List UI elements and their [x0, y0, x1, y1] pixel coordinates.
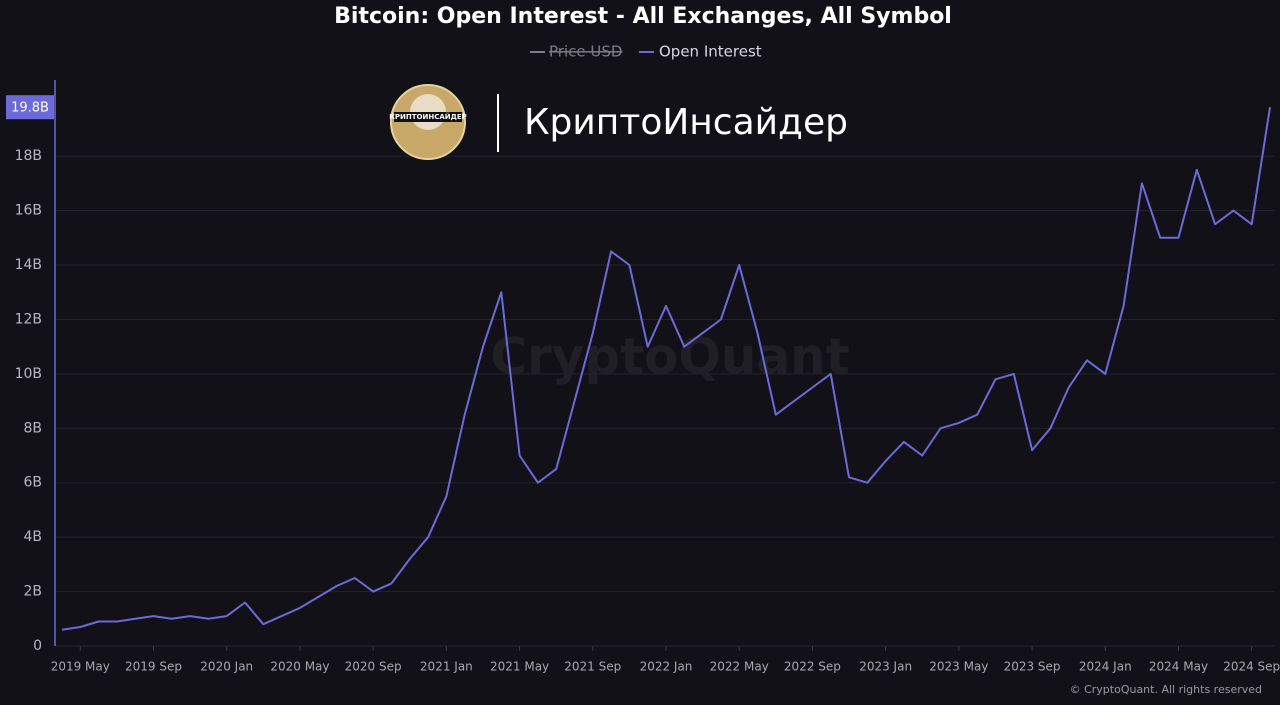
x-tick-label: 2022 May	[710, 660, 769, 674]
x-tick-label: 2024 Sep	[1223, 660, 1280, 674]
current-value-label: 19.8B	[11, 101, 49, 116]
y-tick-label: 8B	[23, 420, 42, 436]
background-watermark: CryptoQuant	[490, 328, 849, 386]
y-tick-label: 10B	[15, 366, 42, 382]
plot-area: 0 2B 4B 6B 8B 10B 12B 14B 16B 18B 2019 May 2019 Sep…	[6, 80, 1280, 674]
brand-watermark: КРИПТОИНСАЙДЕР КриптоИнсайдер	[389, 84, 848, 160]
x-tick-label: 2022 Jan	[640, 660, 693, 674]
y-tick-label: 16B	[15, 203, 42, 219]
legend-label[interactable]: Open Interest	[659, 43, 762, 61]
x-tick-label: 2022 Sep	[784, 660, 841, 674]
x-tick-label: 2021 Jan	[420, 660, 473, 674]
x-tick-label: 2020 May	[270, 660, 329, 674]
x-tick-label: 2020 Jan	[200, 660, 253, 674]
x-tick-label: 2019 Sep	[125, 660, 182, 674]
legend-label[interactable]: Price USD	[549, 43, 622, 61]
credit: © CryptoQuant. All rights reserved	[1070, 683, 1262, 696]
brand-name: КриптоИнсайдер	[524, 102, 848, 143]
x-tick-label: 2021 May	[490, 660, 549, 674]
logo-text: КРИПТОИНСАЙДЕР	[389, 112, 467, 121]
chart-title: Bitcoin: Open Interest - All Exchanges, …	[334, 4, 952, 29]
y-tick-label: 12B	[15, 311, 42, 327]
x-tick-label: 2023 May	[929, 660, 988, 674]
x-tick-label: 2021 Sep	[564, 660, 621, 674]
x-tick-label: 2019 May	[51, 660, 110, 674]
y-tick-label: 2B	[23, 584, 42, 600]
x-tick-label: 2024 May	[1149, 660, 1208, 674]
current-value-box	[6, 95, 54, 120]
y-tick-label: 0	[33, 638, 42, 654]
x-tick-label: 2024 Jan	[1079, 660, 1132, 674]
y-tick-label: 4B	[23, 529, 42, 545]
y-tick-label: 14B	[15, 257, 42, 273]
y-tick-label: 6B	[23, 475, 42, 491]
legend: Price USD Open Interest	[530, 43, 762, 61]
line-series	[61, 107, 1271, 631]
x-tick-label: 2023 Jan	[859, 660, 912, 674]
x-tick-label: 2023 Sep	[1004, 660, 1061, 674]
y-tick-label: 18B	[15, 148, 42, 164]
x-tick-label: 2020 Sep	[345, 660, 402, 674]
logo-band	[394, 112, 462, 122]
